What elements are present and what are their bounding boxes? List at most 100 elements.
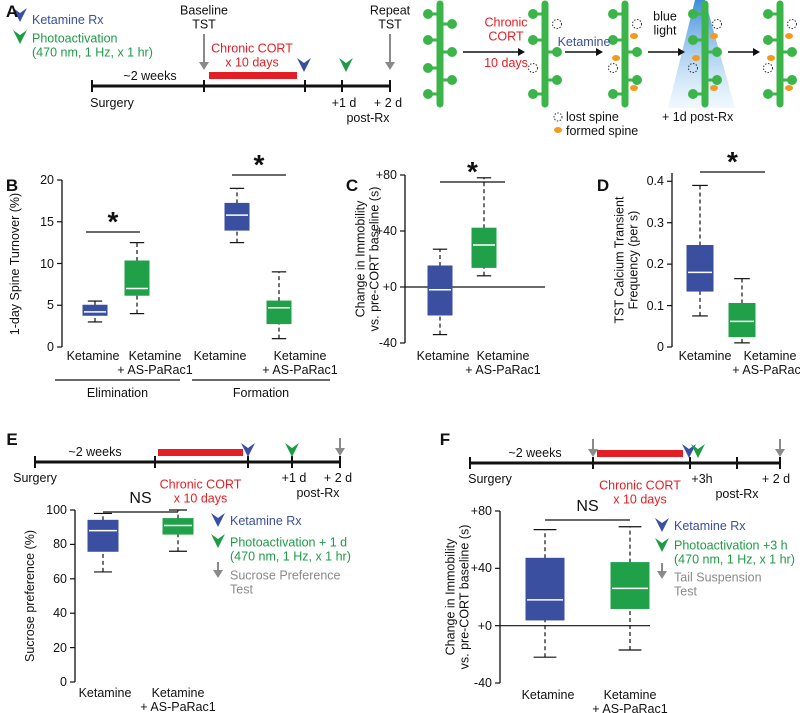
y-tick-label: +40: [375, 223, 397, 238]
x-tick-label: Ketamine: [678, 349, 732, 363]
timeline-label: ~2 weeks: [68, 444, 122, 459]
significance-label: NS: [576, 497, 599, 515]
x-tick-label: Ketamine + AS-PaRac1: [465, 349, 541, 378]
legend-text: Ketamine Rx: [32, 12, 104, 27]
panel-label: E: [6, 430, 18, 450]
box: [471, 227, 497, 268]
spine-head: [447, 19, 457, 29]
box: [82, 304, 108, 316]
y-tick-label: 0: [657, 339, 664, 354]
spine-head: [763, 35, 773, 45]
diagram-label: Chronic CORT: [484, 15, 528, 44]
x-tick-label: Ketamine: [521, 688, 575, 702]
cort-bar: [209, 72, 297, 79]
y-tick-label: 0.1: [646, 298, 664, 313]
diagram-legend: lost spine: [566, 109, 619, 124]
timeline-label: post-Rx: [715, 486, 759, 501]
significance-label: *: [107, 205, 119, 237]
timeline-label: Chronic CORT x 10 days: [159, 477, 242, 506]
legend-text: Photoactivation + 1 d (470 nm, 1 Hz, x 1…: [230, 535, 351, 564]
y-axis-label: 1-day Spine Turnover (%): [7, 192, 22, 335]
legend-arrowhead: [655, 518, 669, 532]
spine-head: [787, 47, 797, 57]
x-tick-label: Ketamine + AS-PaRac1: [262, 349, 338, 378]
box: [224, 202, 250, 231]
timeline-label: +1 d: [281, 470, 307, 485]
y-tick-label: 20: [53, 640, 67, 655]
box: [525, 557, 565, 621]
ketamine-arrowhead: [241, 443, 255, 457]
legend-text: Ketamine Rx: [230, 513, 302, 528]
diagram-arrow-head: [596, 48, 603, 56]
spine-head: [763, 9, 773, 19]
box: [686, 245, 714, 292]
photo-arrowhead: [691, 444, 705, 458]
arrow-head: [213, 570, 223, 578]
box: [162, 518, 194, 535]
formed-spine: [785, 85, 793, 91]
timeline-label: Surgery: [90, 95, 134, 110]
timeline-label: Surgery: [13, 470, 57, 485]
spine-head: [528, 89, 538, 99]
legend-text: Ketamine Rx: [674, 518, 746, 533]
spine-head: [608, 35, 618, 45]
x-tick-label: Ketamine: [78, 686, 132, 700]
diagram-label: + 1d post-Rx: [662, 109, 734, 124]
formed-spine: [767, 55, 775, 61]
timeline-label: post-Rx: [296, 485, 340, 500]
arrow-head: [385, 62, 395, 70]
y-tick-label: +80: [470, 503, 492, 518]
timeline-label: + 2 d: [373, 95, 403, 110]
timeline-label: Baseline TST: [180, 3, 228, 32]
legend-arrowhead: [211, 534, 225, 548]
panel-label: A: [5, 2, 19, 22]
spine-head: [688, 9, 698, 19]
lost-spine: [787, 19, 797, 29]
diagram-legend: formed spine: [566, 123, 639, 138]
y-tick-label: 60: [53, 571, 67, 586]
x-tick-label: Ketamine: [416, 349, 470, 363]
group-label: Formation: [232, 385, 290, 400]
timeline-label: +1 d: [331, 95, 357, 110]
timeline-label: +3h: [691, 471, 713, 486]
spine-head: [712, 75, 722, 85]
spine-head: [423, 89, 433, 99]
significance-label: NS: [129, 489, 152, 507]
spine-head: [423, 35, 433, 45]
formed-spine: [630, 85, 638, 91]
y-axis-label: Sucrose preference (%): [22, 529, 37, 663]
timeline-label: Chronic CORT x 10 days: [211, 41, 293, 70]
formed-spine: [710, 33, 718, 39]
significance-label: *: [727, 145, 738, 177]
spine-head: [688, 35, 698, 45]
lost-spine-icon: [553, 112, 563, 122]
timeline-label: + 2 d: [761, 471, 791, 486]
panel-label: B: [5, 176, 19, 196]
significance-label: *: [253, 148, 265, 180]
x-tick-label: Ketamine + AS-PaRac1: [117, 349, 193, 378]
legend-text: Tail Suspension Test: [674, 570, 762, 599]
legend-text: Photoactivation (470 nm, 1 Hz, x 1 hr): [32, 31, 153, 60]
timeline-label: ~2 weeks: [508, 445, 562, 460]
timeline-label: post-Rx: [346, 110, 390, 125]
y-tick-label: 20: [40, 172, 54, 187]
y-tick-label: 0.4: [646, 174, 664, 189]
timeline-label: ~2 weeks: [123, 68, 177, 83]
lost-spine: [552, 19, 562, 29]
cort-bar: [158, 449, 243, 456]
box: [87, 519, 119, 552]
arrow-head: [775, 449, 785, 457]
y-tick-label: 40: [53, 606, 67, 620]
y-axis-label: Change in Immobility vs. pre-CORT baseli…: [443, 524, 472, 670]
spine-head: [447, 75, 457, 85]
y-tick-label: -40: [378, 335, 397, 350]
x-tick-label: Ketamine: [193, 349, 247, 363]
group-label: Elimination: [86, 385, 149, 400]
spine-head: [632, 47, 642, 57]
timeline-label: Chronic CORT x 10 days: [599, 478, 681, 507]
ketamine-arrowhead: [297, 58, 311, 72]
x-tick-label: Ketamine + AS-PaRac1: [732, 349, 800, 378]
spine-head: [787, 75, 797, 85]
legend-text: Sucrose Preference Test: [230, 568, 341, 597]
